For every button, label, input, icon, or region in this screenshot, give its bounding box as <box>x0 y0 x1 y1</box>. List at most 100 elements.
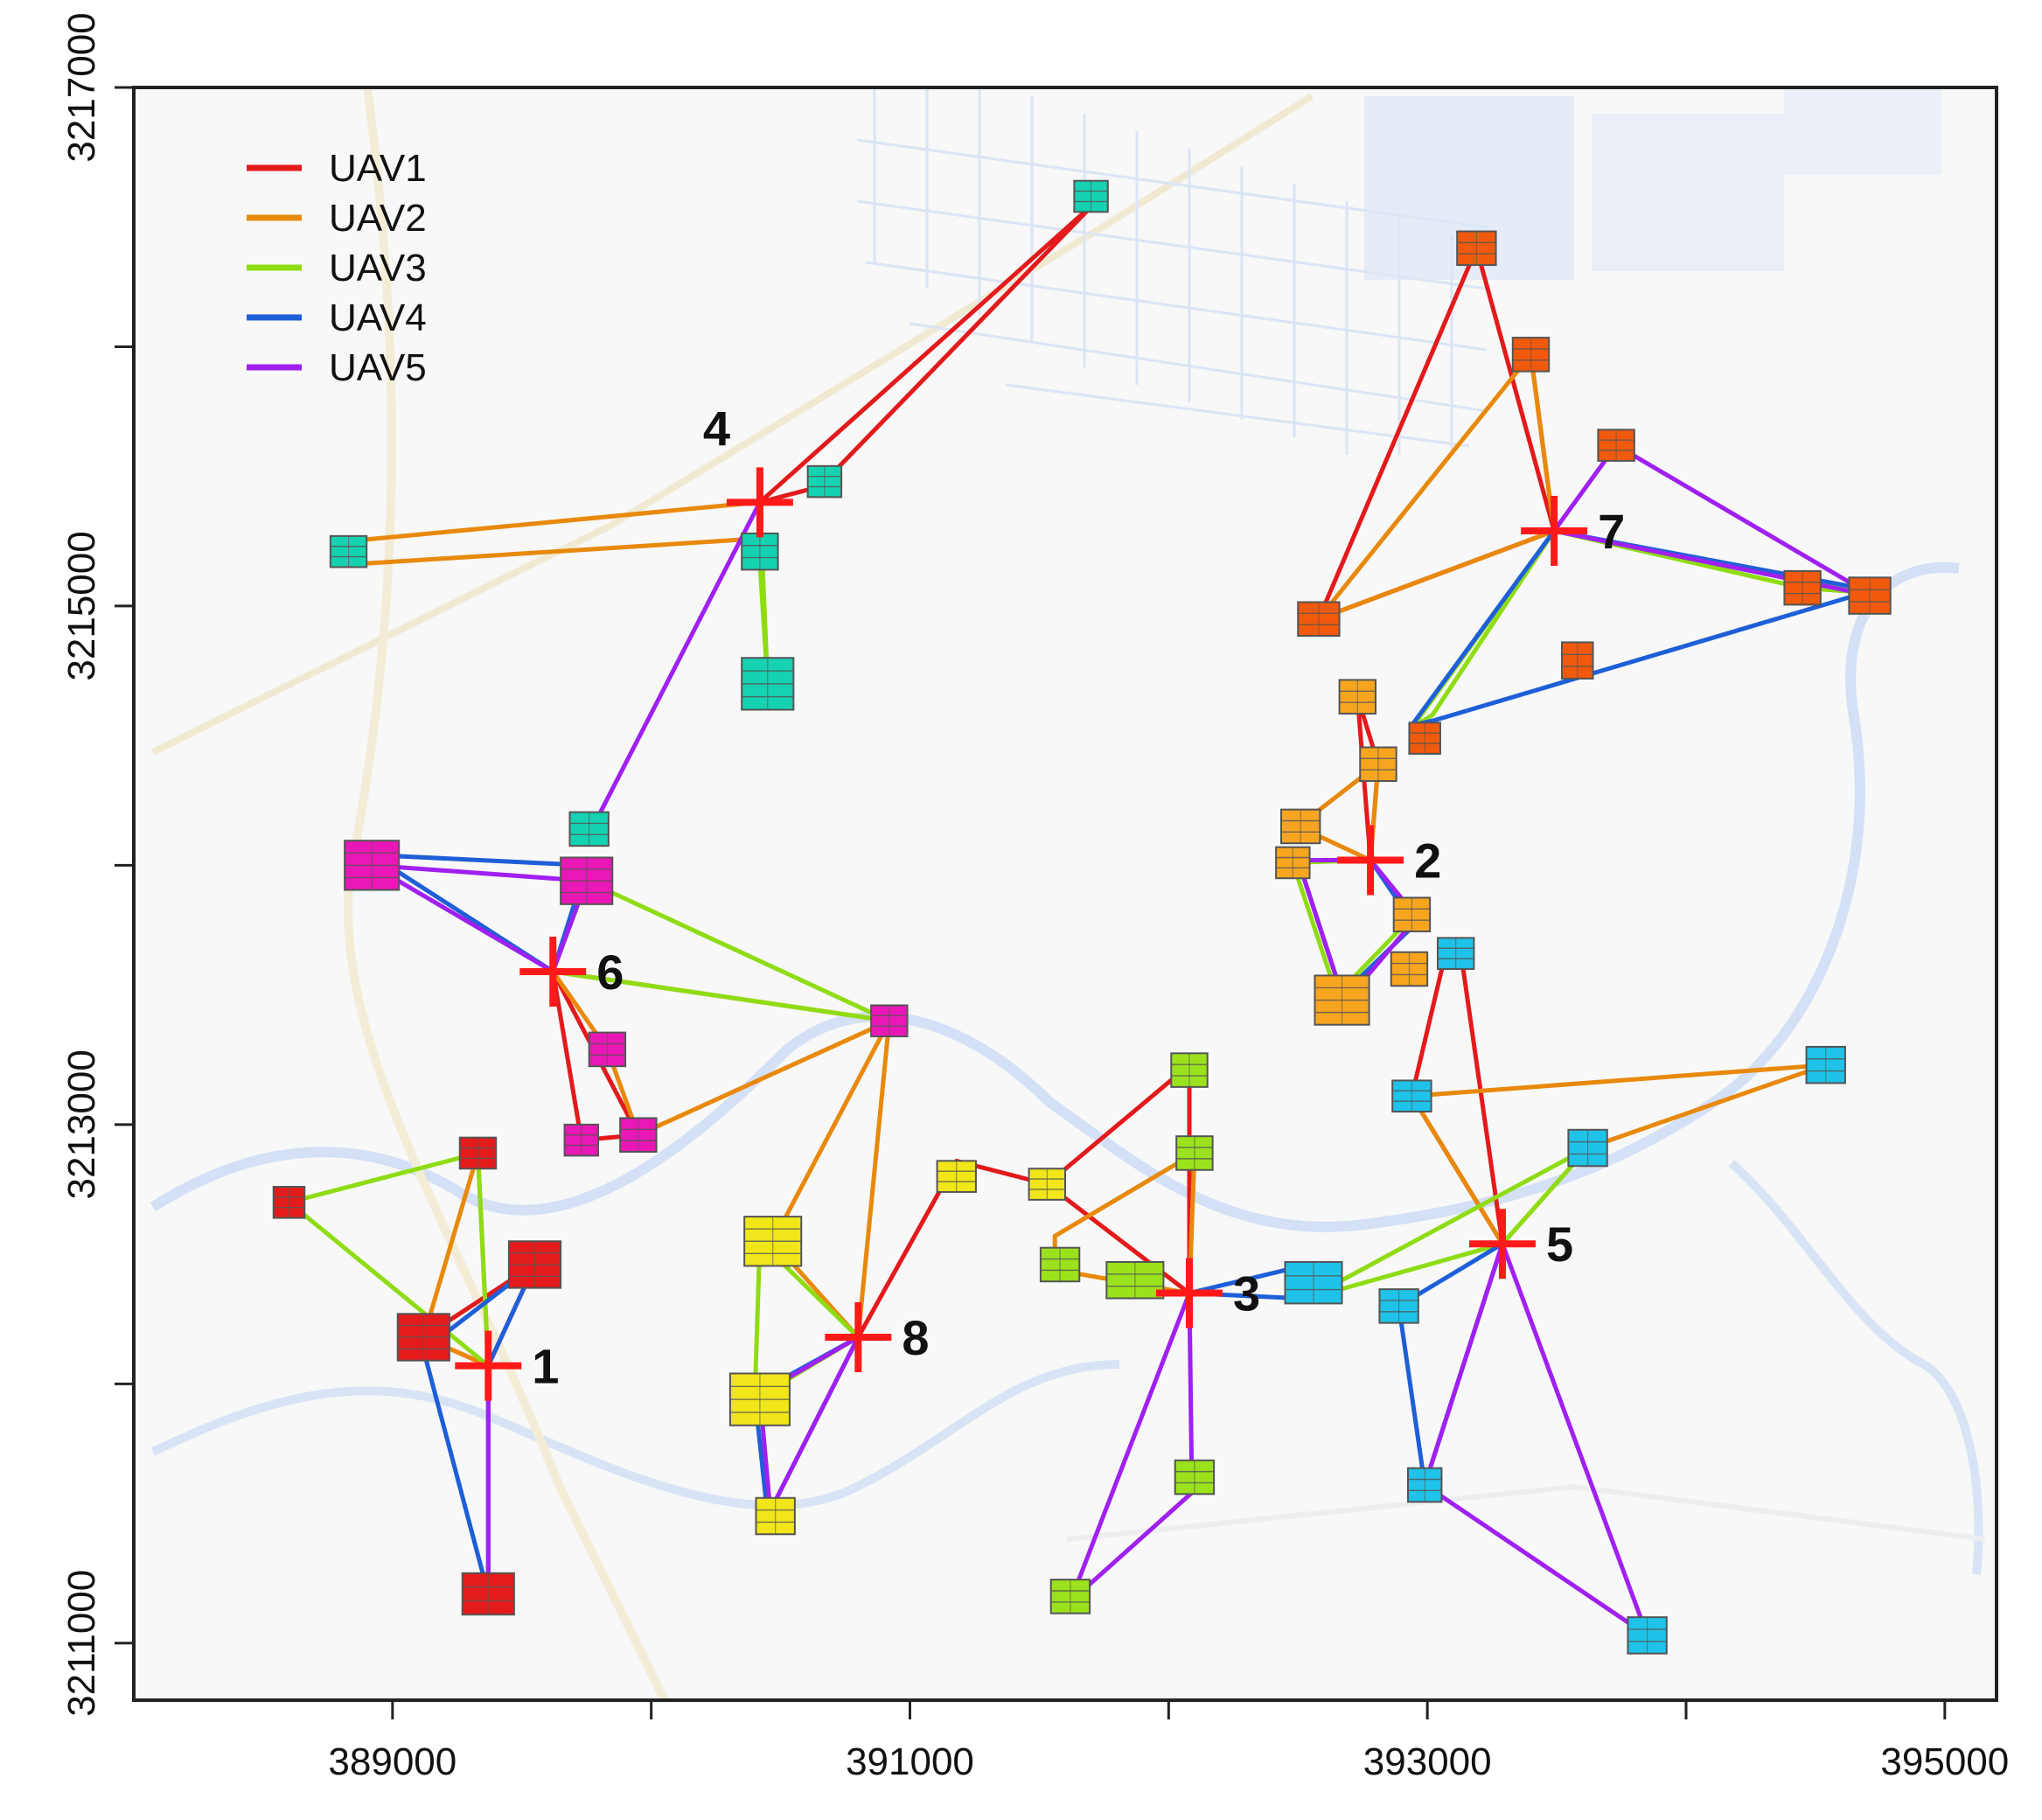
depot-3: 3 <box>1156 1258 1260 1328</box>
target-cell <box>1392 896 1432 932</box>
target-cell <box>1297 601 1341 638</box>
target-cell <box>1105 1260 1165 1300</box>
target-cell <box>743 1216 803 1267</box>
legend-item-uav4: UAV4 <box>247 296 427 339</box>
river-main <box>150 561 1960 1232</box>
depot-label: 3 <box>1233 1266 1260 1321</box>
target-cell <box>1456 230 1497 267</box>
targets-layer <box>272 179 1892 1655</box>
plot-frame <box>132 86 1998 1702</box>
river-east <box>1728 1160 1983 1575</box>
target-cell <box>588 1031 627 1068</box>
target-cell <box>329 534 368 568</box>
target-cell <box>1039 1246 1081 1283</box>
depot-label: 8 <box>902 1310 929 1365</box>
route-uav2-15 <box>1316 352 1557 622</box>
target-cell <box>1437 937 1475 970</box>
legend-item-uav2: UAV2 <box>247 197 427 240</box>
target-cell <box>1597 429 1635 462</box>
x-tick-label: 393000 <box>1363 1740 1492 1783</box>
depot-5: 5 <box>1468 1209 1573 1280</box>
y-tick-label: 3217000 <box>60 12 103 162</box>
field-block-3 <box>1784 87 1941 175</box>
target-cell <box>461 1572 515 1616</box>
route-uav5-38 <box>1552 443 1875 598</box>
target-cell <box>344 840 401 891</box>
target-cell <box>1275 846 1311 880</box>
depot-4: 4 <box>703 401 793 538</box>
legend-item-uav3: UAV3 <box>247 247 427 289</box>
target-cell <box>755 1496 796 1536</box>
route-uav5-37 <box>1422 1243 1650 1638</box>
target-cell <box>272 1186 306 1219</box>
x-axis: 389000 391000 393000 395000 <box>328 1700 2009 1783</box>
basemap-decoration <box>150 87 1986 1703</box>
target-cell <box>507 1240 562 1289</box>
depot-2: 2 <box>1337 825 1441 896</box>
legend-label: UAV5 <box>329 346 427 389</box>
route-uav5-35 <box>1068 1292 1195 1604</box>
depot-7: 7 <box>1521 495 1625 566</box>
target-cell <box>936 1160 977 1193</box>
target-cell <box>1175 1135 1214 1171</box>
legend-label: UAV3 <box>329 247 427 289</box>
field-block-2 <box>1592 114 1784 271</box>
field-grid <box>856 87 1488 455</box>
target-cell <box>1378 1288 1419 1324</box>
target-cell <box>1567 1128 1608 1168</box>
route-uav1-2 <box>758 199 1098 505</box>
route-uav2-11 <box>770 1018 892 1339</box>
target-cell <box>1511 337 1551 373</box>
route-uav5-32 <box>369 862 589 974</box>
target-cell <box>619 1117 658 1153</box>
target-cell <box>1805 1045 1846 1084</box>
target-cell <box>1314 974 1370 1026</box>
route-uav3-21 <box>1306 1146 1591 1300</box>
route-uav5-34 <box>757 1335 861 1514</box>
target-cell <box>1561 641 1594 680</box>
target-cell <box>1073 179 1109 213</box>
depots-layer: 1 2 3 4 5 6 7 8 <box>455 401 1625 1401</box>
target-cell <box>563 1123 600 1157</box>
road-south <box>1066 1483 1986 1542</box>
route-uav4-25 <box>369 853 589 974</box>
legend-label: UAV4 <box>329 296 427 339</box>
target-cell <box>1359 746 1397 783</box>
target-cell <box>1390 951 1429 987</box>
target-cell <box>560 856 614 905</box>
y-tick-label: 3211000 <box>60 1570 103 1717</box>
route-uav4-30 <box>1409 528 1875 728</box>
x-tick-label: 395000 <box>1880 1740 2009 1783</box>
target-cell <box>1406 1467 1443 1503</box>
depot-label: 4 <box>703 401 730 456</box>
route-uav2-12 <box>1052 1151 1197 1296</box>
legend-label: UAV2 <box>329 197 427 240</box>
target-cell <box>1627 1616 1668 1655</box>
legend: UAV1 UAV2 UAV3 UAV4 UAV5 <box>247 147 427 389</box>
target-cell <box>741 532 779 571</box>
x-tick-label: 391000 <box>846 1740 974 1783</box>
target-cell <box>568 811 610 847</box>
depot-label: 7 <box>1598 504 1625 559</box>
target-cell <box>1284 1260 1343 1305</box>
target-cell <box>1170 1052 1209 1088</box>
target-cell <box>458 1136 498 1170</box>
target-cell <box>1338 679 1377 715</box>
target-cell <box>806 464 843 499</box>
target-cell <box>1783 569 1822 606</box>
depot-8: 8 <box>825 1301 929 1372</box>
legend-label: UAV1 <box>329 147 427 190</box>
target-cell <box>1408 722 1441 755</box>
legend-item-uav5: UAV5 <box>247 346 427 389</box>
target-cell <box>1391 1079 1432 1113</box>
river-west <box>150 1360 1120 1510</box>
route-uav2-13 <box>1295 762 1381 862</box>
target-cell <box>1174 1459 1216 1496</box>
target-cell <box>1049 1579 1091 1614</box>
depot-label: 6 <box>596 945 624 1000</box>
depot-6: 6 <box>519 936 624 1007</box>
target-cell <box>1028 1168 1067 1201</box>
target-cell <box>741 657 795 711</box>
target-cell <box>728 1372 791 1426</box>
